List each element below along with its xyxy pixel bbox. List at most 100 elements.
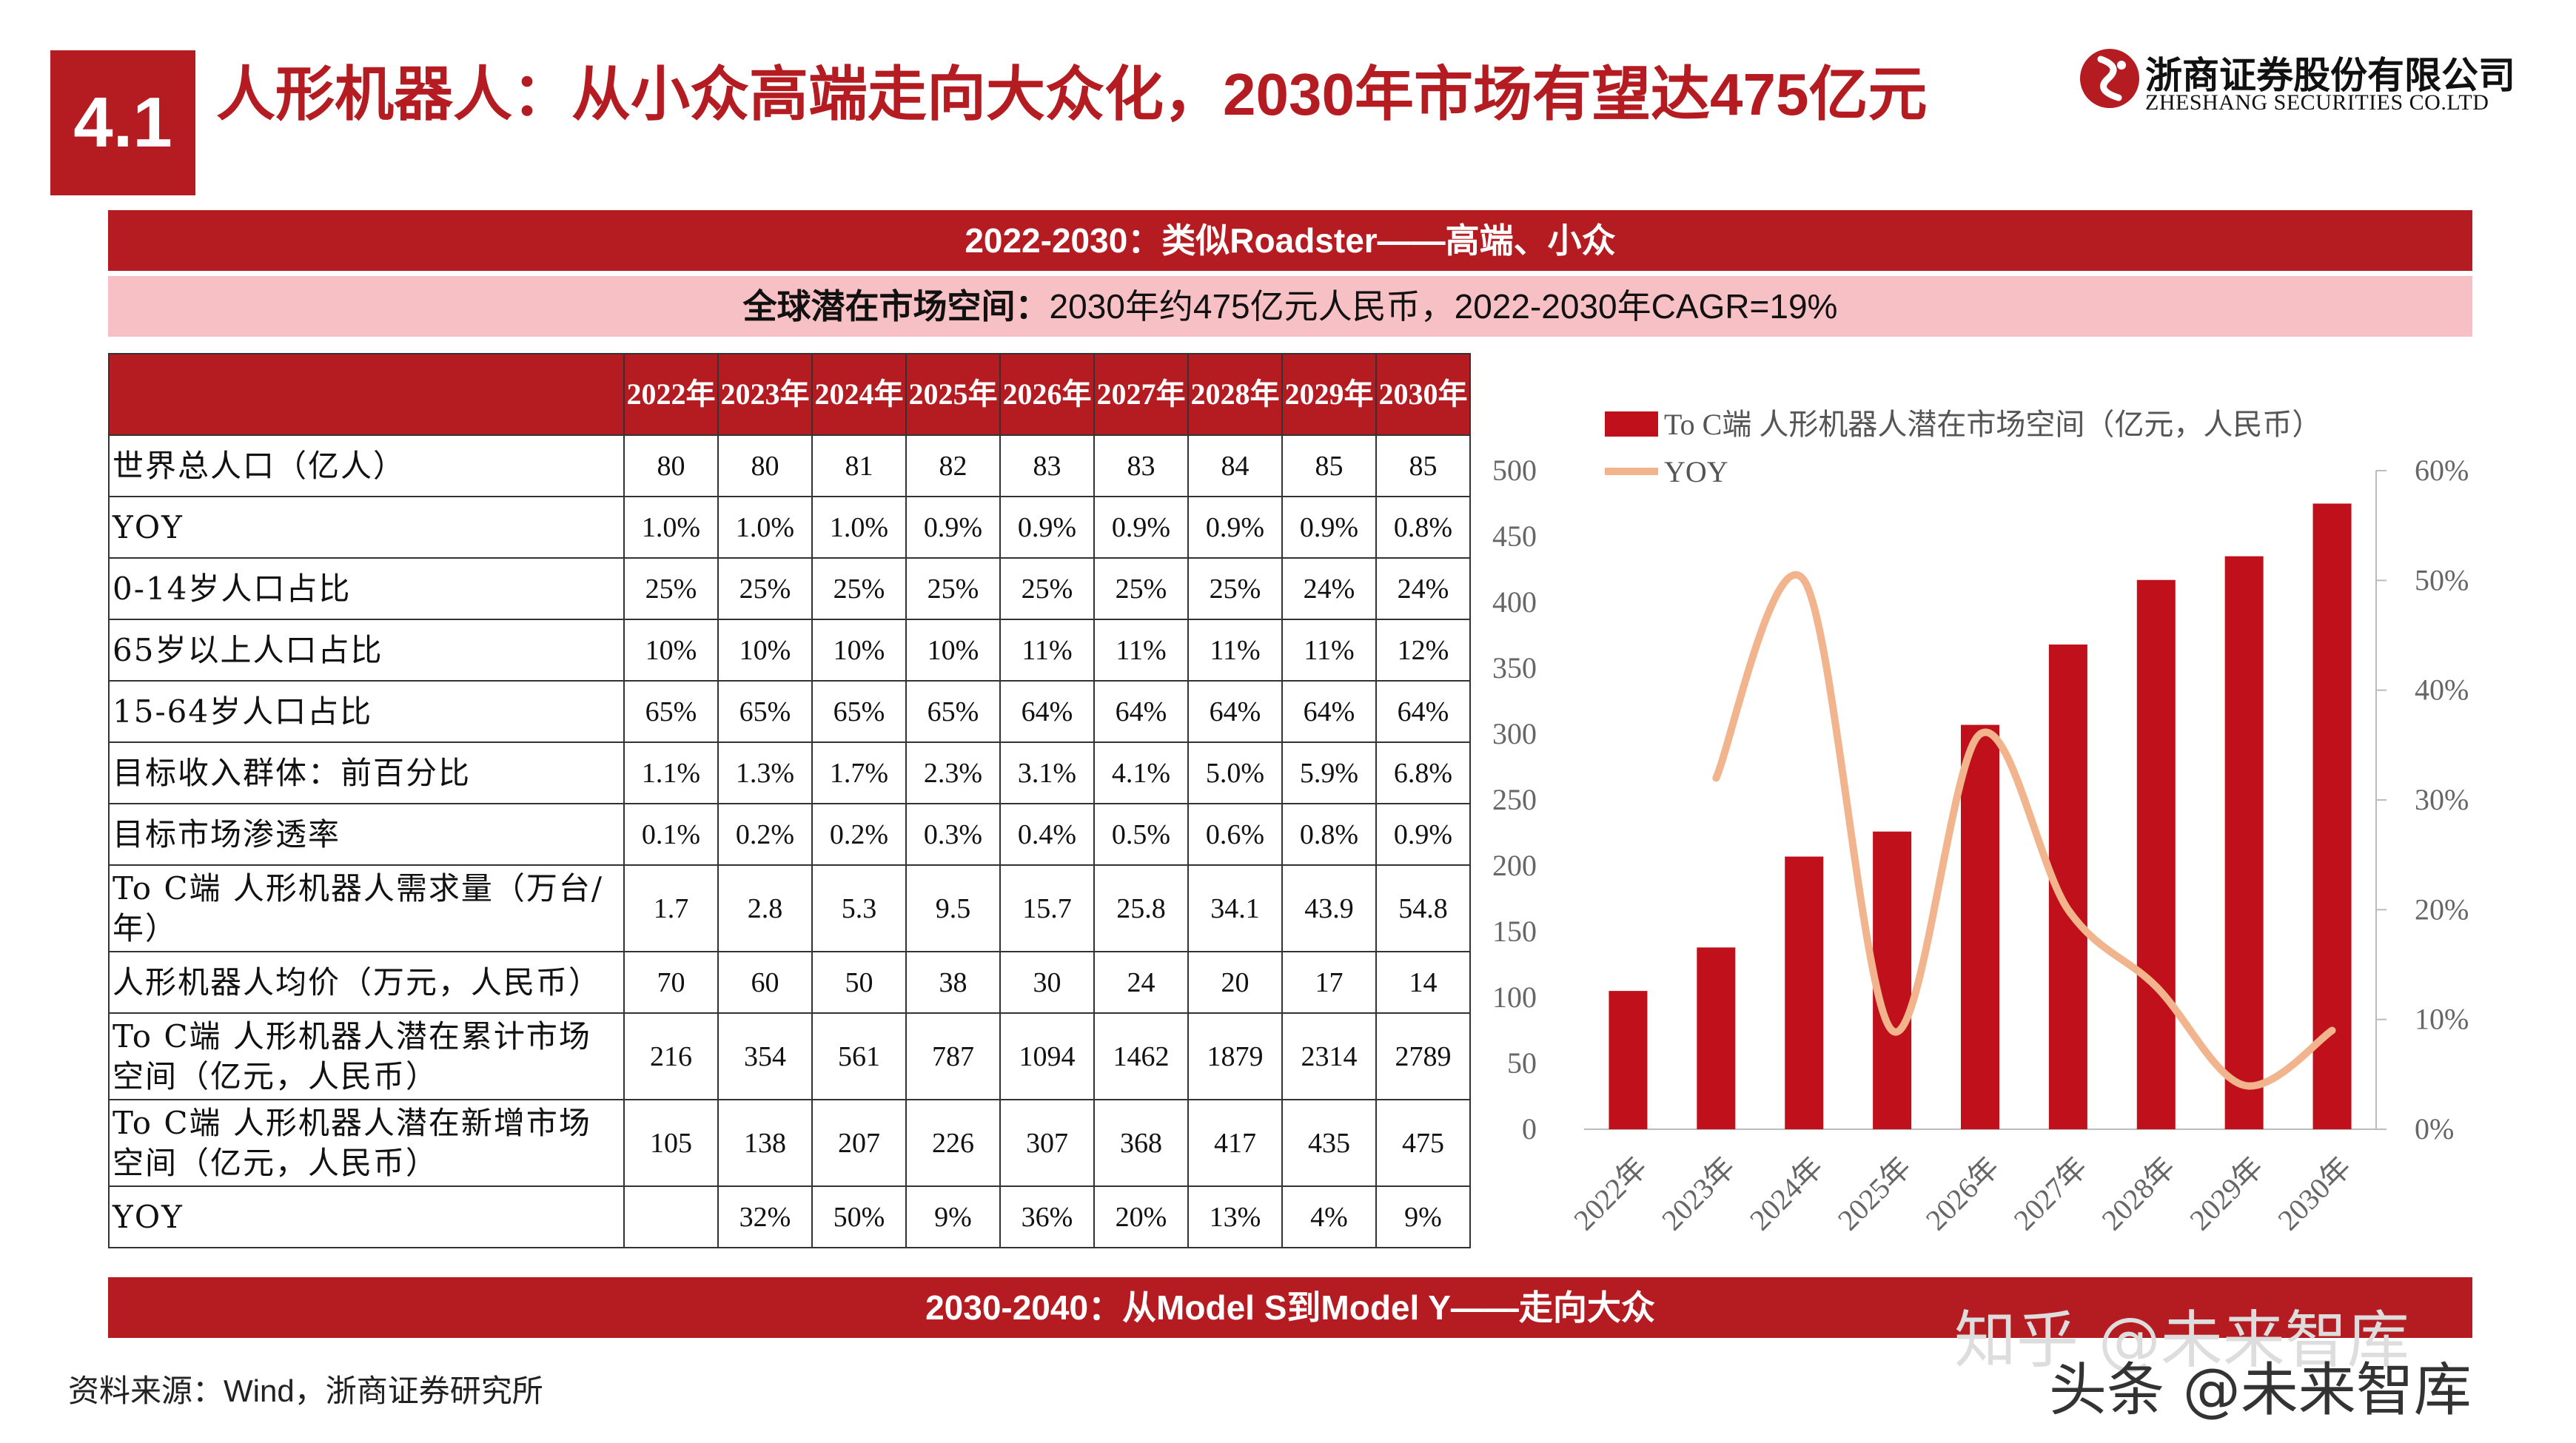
table-row: YOY 32% 50% 9% 36% 20% 13% 4% 9% xyxy=(108,1185,1471,1248)
table-header-year: 2026年 xyxy=(999,353,1095,436)
table-row: To C端 人形机器人潜在累计市场空间（亿元，人民币） 216 354 561 787 1… xyxy=(108,1012,1471,1100)
table-cell: 1.0% xyxy=(811,496,907,559)
table-cell: 1094 xyxy=(999,1012,1095,1100)
table-cell: 1462 xyxy=(1093,1012,1189,1100)
table-cell: 0.6% xyxy=(1187,803,1283,866)
y-left-tick-label: 400 xyxy=(1492,585,1537,619)
table-cell: 25% xyxy=(1093,557,1189,620)
legend-bar-swatch xyxy=(1605,411,1658,437)
table-cell: 0.9% xyxy=(1375,803,1471,866)
table-row: 65岁以上人口占比 10% 10% 10% 10% 11% 11% 11% 11% 12% xyxy=(108,619,1471,682)
table-cell: 0.2% xyxy=(811,803,907,866)
x-category-label: 2023年 xyxy=(1655,1151,1742,1237)
table-cell: 5.0% xyxy=(1187,741,1283,804)
x-category-label: 2030年 xyxy=(2271,1151,2358,1237)
table-cell: 1.1% xyxy=(623,741,719,804)
watermark-toutiao: 头条 @未来智库 xyxy=(2049,1357,2472,1424)
bar xyxy=(1785,856,1824,1129)
table-cell: 80 xyxy=(623,434,719,497)
y-left-tick-label: 50 xyxy=(1507,1046,1537,1080)
table-cell: 80 xyxy=(717,434,813,497)
table-cell: 65% xyxy=(623,680,719,743)
table-cell: 85 xyxy=(1281,434,1377,497)
table-cell: 50% xyxy=(811,1185,907,1248)
table-cell: 9.5 xyxy=(905,864,1001,952)
market-size-subbanner: 全球潜在市场空间：2030年约475亿元人民币，2022-2030年CAGR=1… xyxy=(108,276,2472,337)
table-cell: 0.4% xyxy=(999,803,1095,866)
table-cell: 105 xyxy=(623,1099,719,1187)
table-cell: 787 xyxy=(905,1012,1001,1100)
table-header-year: 2028年 xyxy=(1187,353,1283,436)
table-header-label xyxy=(108,353,625,436)
y-left-tick-label: 150 xyxy=(1492,915,1537,948)
table-cell: 216 xyxy=(623,1012,719,1100)
table-cell: 10% xyxy=(623,619,719,682)
table-cell: 83 xyxy=(999,434,1095,497)
table-cell: 38 xyxy=(905,951,1001,1014)
table-cell: 307 xyxy=(999,1099,1095,1187)
table-cell: 4% xyxy=(1281,1185,1377,1248)
y-left-tick-label: 200 xyxy=(1492,849,1537,882)
table-header-row: 2022年 2023年 2024年 2025年 2026年 2027年 2028… xyxy=(108,353,1471,436)
x-category-label: 2025年 xyxy=(1831,1151,1918,1237)
legend-line-label: YOY xyxy=(1664,455,1728,488)
table-cell: 368 xyxy=(1093,1099,1189,1187)
table-cell: 25% xyxy=(905,557,1001,620)
table-row: YOY 1.0% 1.0% 1.0% 0.9% 0.9% 0.9% 0.9% 0.9% 0.8% xyxy=(108,496,1471,559)
row-label: To C端 人形机器人潜在累计市场空间（亿元，人民币） xyxy=(108,1012,625,1100)
table-cell: 81 xyxy=(811,434,907,497)
table-cell: 64% xyxy=(1281,680,1377,743)
y-right-tick-label: 50% xyxy=(2415,563,2469,596)
row-label: 15-64岁人口占比 xyxy=(108,680,625,743)
table-cell: 24% xyxy=(1375,557,1471,620)
table-header-year: 2025年 xyxy=(905,353,1001,436)
table-cell: 84 xyxy=(1187,434,1283,497)
table-cell: 64% xyxy=(1093,680,1189,743)
x-category-label: 2024年 xyxy=(1743,1151,1830,1237)
table-cell: 207 xyxy=(811,1099,907,1187)
y-right-tick-label: 0% xyxy=(2415,1112,2454,1146)
y-right-tick-label: 40% xyxy=(2415,673,2469,707)
table-cell: 5.3 xyxy=(811,864,907,952)
table-cell: 85 xyxy=(1375,434,1471,497)
table-cell: 226 xyxy=(905,1099,1001,1187)
y-right-tick-label: 20% xyxy=(2415,892,2469,926)
table-cell: 25% xyxy=(717,557,813,620)
table-cell: 34.1 xyxy=(1187,864,1283,952)
table-cell: 14 xyxy=(1375,951,1471,1014)
table-header-year: 2023年 xyxy=(717,353,813,436)
table-row: 世界总人口（亿人） 80 80 81 82 83 83 84 85 85 xyxy=(108,434,1471,497)
company-name-en: ZHESHANG SECURITIES CO.LTD xyxy=(2145,90,2489,115)
table-cell: 60 xyxy=(717,951,813,1014)
table-cell: 11% xyxy=(999,619,1095,682)
bar xyxy=(2312,503,2352,1129)
row-label: YOY xyxy=(108,1185,625,1248)
table-cell: 1.7% xyxy=(811,741,907,804)
section-number: 4.1 xyxy=(50,50,195,195)
table-cell: 2789 xyxy=(1375,1012,1471,1100)
bar xyxy=(1697,947,1736,1129)
y-left-tick-label: 100 xyxy=(1492,980,1537,1014)
row-label: 0-14岁人口占比 xyxy=(108,557,625,620)
table-row: 人形机器人均价（万元，人民币） 70 60 50 38 30 24 20 17 14 xyxy=(108,951,1471,1014)
table-cell: 82 xyxy=(905,434,1001,497)
table-row: To C端 人形机器人需求量（万台/年） 1.7 2.8 5.3 9.5 15.7 25.8… xyxy=(108,864,1471,952)
table-cell: 561 xyxy=(811,1012,907,1100)
table-header-year: 2022年 xyxy=(623,353,719,436)
table-cell: 83 xyxy=(1093,434,1189,497)
table-cell: 20 xyxy=(1187,951,1283,1014)
table-cell: 15.7 xyxy=(999,864,1095,952)
table-cell: 1.0% xyxy=(717,496,813,559)
table-cell: 475 xyxy=(1375,1099,1471,1187)
table-cell: 24 xyxy=(1093,951,1189,1014)
table-cell: 64% xyxy=(1187,680,1283,743)
x-category-label: 2022年 xyxy=(1567,1151,1654,1237)
table-cell: 3.1% xyxy=(999,741,1095,804)
table-cell: 17 xyxy=(1281,951,1377,1014)
table-row: 15-64岁人口占比 65% 65% 65% 65% 64% 64% 64% 64% 64% xyxy=(108,680,1471,743)
table-cell: 4.1% xyxy=(1093,741,1189,804)
y-right-tick-label: 30% xyxy=(2415,783,2469,816)
table-cell: 64% xyxy=(999,680,1095,743)
row-label: To C端 人形机器人潜在新增市场空间（亿元，人民币） xyxy=(108,1099,625,1187)
